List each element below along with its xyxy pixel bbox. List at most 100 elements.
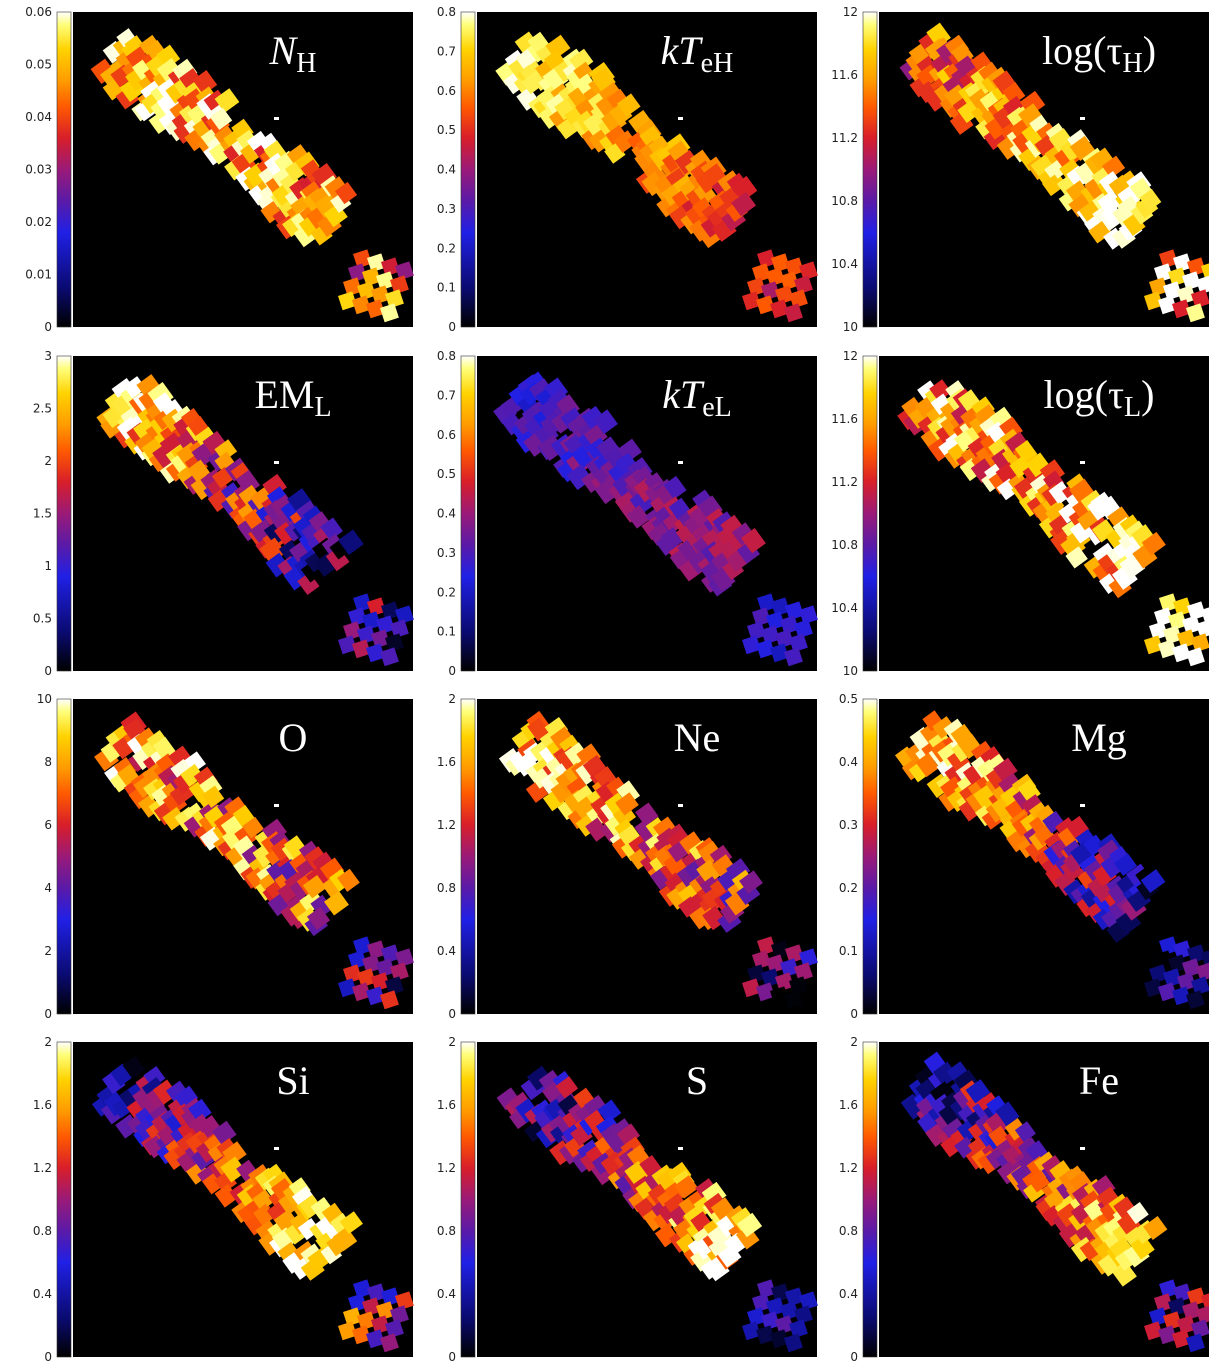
colorbar-tick-label: 0.8 [437,349,456,363]
map-cell [995,1101,1020,1127]
map-cell [1177,1315,1196,1335]
map-cell [784,303,803,323]
map-cell [343,964,362,984]
colorbar-tick-label: 0.5 [437,467,456,481]
colorbar-tick-label: 0.3 [839,818,858,832]
map-cell [794,1305,813,1325]
map-cell [1025,452,1051,478]
map-cell [752,607,771,627]
colorbar-tick-label: 10 [843,320,858,334]
colorbar-tick-label: 0 [850,1350,858,1363]
map-cell [710,566,736,592]
map-cells [899,22,1209,323]
colorbar-tick-label: 0 [448,1350,456,1363]
map-cell [1141,531,1166,556]
map-cell [319,857,345,882]
colorbar-tick-label: 0.04 [25,110,52,124]
map-cell [653,816,678,841]
colorbar-tick-label: 0.5 [33,612,52,626]
colorbar-tick-label: 0.4 [437,163,456,177]
center-marker [678,461,683,464]
map-cell [1190,976,1209,996]
colorbar-tick-label: 0.8 [839,1224,858,1238]
map-cell [770,1329,789,1349]
map-cell [348,607,367,627]
map-cell [674,149,700,175]
map-cell [220,1156,247,1183]
map-cells [493,371,818,667]
colorbar [460,355,476,672]
panel-10: 0 0.4 0.8 1.2 1.6 2 S [437,1035,818,1363]
map-cell [770,597,790,617]
colorbar-tick-label: 2 [44,454,52,468]
map-cell [194,426,218,450]
map-cell [385,1319,404,1339]
colorbar [56,11,72,328]
map-cell [1153,263,1173,283]
map-cell [789,633,808,653]
map-cell [357,281,376,301]
map-cell [785,257,804,277]
panel-title-subscript: L [314,392,331,423]
colorbar-tick-label: 0.1 [437,625,456,639]
map-cell [1154,950,1173,970]
map-cell [569,48,594,73]
map-cell [1163,968,1182,988]
map-cell [701,1181,727,1207]
colorbar-tick-label: 12 [843,5,858,19]
map-cell [357,1311,376,1331]
map-cell [287,488,312,513]
colorbar-tick-label: 0.4 [839,1287,858,1301]
map-cell [250,487,274,511]
map-cell [1049,1160,1073,1184]
colorbar-tick-label: 0.6 [437,84,456,98]
map-cell [367,253,386,273]
panel-title-main: EM [254,372,314,417]
colorbar-tick-label: 1.6 [437,1098,456,1112]
map-cell [353,593,372,613]
panel-title-main: S [686,1058,708,1103]
map-cell [1122,212,1146,236]
map-cell [352,1325,371,1345]
map-cell [971,740,995,765]
map-cell [597,1099,622,1124]
map-cell [201,785,225,808]
map-cell [939,776,965,800]
map-cell [1014,440,1038,464]
map-cell [1153,1293,1173,1313]
map-cell [1196,1305,1209,1325]
map-cells [96,374,414,667]
panel-title: Mg [1071,715,1127,760]
map-cell [1143,1216,1168,1240]
map-cell [371,972,390,992]
colorbar-tick-label: 0.06 [25,5,52,19]
map-cell [1201,261,1209,281]
map-cell [376,615,395,635]
map-cell [1186,303,1205,323]
map-cell [742,635,761,655]
colorbar-tick-label: 0.2 [839,881,858,895]
map-cell [757,593,776,613]
map-cell [757,1279,776,1299]
map-cell [771,940,790,960]
map-cell [756,1325,775,1345]
map-cell [297,572,320,596]
colorbar-tick-label: 11.6 [831,68,858,82]
map-cell [262,473,287,499]
map-cell [348,1293,367,1313]
colorbar-tick-label: 1.2 [33,1161,52,1175]
map-cell [1163,625,1182,645]
map-cell [775,1315,794,1335]
map-cell [766,1297,785,1317]
map-cell [1114,1249,1137,1271]
map-cell [784,990,803,1010]
colorbar-tick-label: 1.6 [839,1098,858,1112]
map-cells [90,28,414,323]
map-cell [1144,978,1163,998]
map-cell [338,1321,357,1341]
map-cell [381,944,400,964]
map-cell [756,639,775,659]
map-cell [660,527,684,551]
map-cell [1182,271,1201,291]
panel-title: Fe [1079,1058,1119,1103]
